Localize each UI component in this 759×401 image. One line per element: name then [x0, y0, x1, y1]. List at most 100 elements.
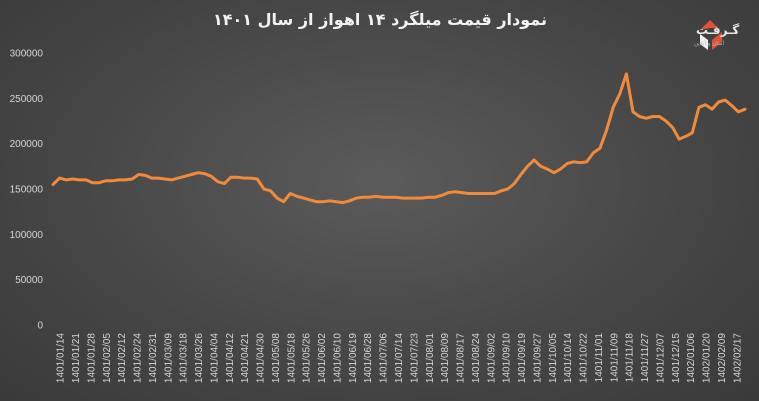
data-point: [210, 175, 212, 178]
data-point: [717, 101, 720, 103]
data-point: [157, 177, 160, 179]
data-point: [460, 191, 463, 194]
data-point: [58, 177, 61, 179]
data-point: [243, 177, 245, 179]
data-point: [177, 177, 179, 179]
data-point: [203, 172, 206, 175]
data-point: [480, 192, 483, 195]
data-point: [605, 129, 608, 131]
data-point: [665, 120, 667, 122]
series-line: [51, 72, 747, 205]
x-tick-label: 1401/05/18: [286, 333, 297, 383]
data-point: [553, 171, 555, 174]
y-axis: 0 50000 100000 150000 200000 250000 300000: [10, 49, 44, 332]
x-tick-label: 1401/08/17: [456, 333, 467, 383]
logo-mark-icon: [700, 20, 722, 50]
x-tick-label: 1401/08/24: [471, 333, 482, 383]
data-point: [559, 168, 562, 170]
data-point: [184, 175, 186, 178]
x-tick-label: 1401/06/10: [332, 333, 343, 383]
data-point: [322, 200, 325, 203]
x-tick-label: 1401/03/18: [179, 333, 190, 383]
data-point: [91, 181, 94, 184]
data-point: [474, 192, 476, 195]
data-point: [289, 192, 292, 195]
data-point: [698, 106, 700, 109]
x-tick-label: 1401/01/28: [86, 333, 97, 383]
x-tick-label: 1401/02/31: [148, 333, 159, 383]
x-tick-label: 1401/11/01: [594, 333, 605, 383]
x-tick-label: 1401/08/01: [425, 333, 436, 383]
x-tick-label: 1401/11/18: [625, 333, 636, 383]
data-point: [137, 173, 140, 176]
data-point: [592, 151, 595, 154]
x-axis: 1401/01/14 1401/01/21 1401/01/28 1401/02/05…: [56, 333, 744, 383]
data-point: [724, 99, 726, 101]
x-tick-label: 1401/04/21: [240, 333, 251, 383]
data-point: [230, 176, 232, 178]
data-point: [362, 196, 364, 198]
data-point: [342, 201, 344, 204]
x-tick-label: 1401/09/27: [532, 333, 543, 383]
data-point: [579, 161, 581, 164]
data-point: [131, 178, 133, 180]
x-tick-label: 1402/02/17: [732, 333, 743, 383]
data-point: [711, 108, 713, 110]
x-tick-label: 1401/06/19: [348, 333, 359, 383]
data-point: [124, 179, 127, 181]
data-point: [401, 197, 404, 199]
data-point: [394, 196, 397, 198]
data-point: [612, 106, 614, 109]
x-tick-label: 1401/08/09: [440, 333, 451, 383]
data-point: [441, 194, 443, 197]
data-point: [164, 178, 166, 180]
data-point: [678, 138, 680, 140]
x-tick-label: 1401/04/12: [225, 333, 236, 383]
data-point: [381, 196, 384, 198]
data-point: [104, 180, 107, 182]
y-tick-label: 250000: [10, 94, 44, 105]
data-point: [447, 191, 450, 194]
x-tick-label: 1401/09/19: [517, 333, 528, 383]
data-point: [302, 197, 305, 199]
x-tick-label: 1401/10/05: [548, 333, 559, 383]
data-point: [151, 177, 153, 179]
x-tick-label: 1401/06/28: [363, 333, 374, 383]
data-point: [118, 179, 120, 181]
data-point: [144, 174, 147, 177]
y-tick-label: 100000: [10, 230, 44, 241]
x-tick-label: 1402/01/20: [702, 333, 713, 383]
data-point: [408, 197, 410, 199]
x-tick-label: 1401/04/30: [256, 333, 267, 383]
data-point: [645, 117, 647, 120]
x-tick-label: 1401/02/05: [102, 333, 113, 383]
data-point: [263, 188, 265, 190]
data-point: [599, 147, 601, 149]
x-tick-label: 1401/02/24: [133, 333, 144, 383]
data-point: [520, 173, 522, 176]
data-point: [256, 178, 259, 180]
data-point: [282, 200, 285, 203]
data-point: [513, 182, 516, 185]
data-point: [454, 190, 456, 193]
data-point: [526, 165, 529, 168]
logo-tagline: آسان و آنلاین: [694, 40, 725, 47]
data-point: [493, 192, 496, 195]
x-tick-label: 1401/05/26: [302, 333, 313, 383]
data-point: [388, 196, 390, 198]
x-tick-label: 1401/07/23: [409, 333, 420, 383]
y-tick-label: 200000: [10, 139, 44, 150]
x-tick-label: 1401/12/15: [671, 333, 682, 383]
data-point: [72, 178, 74, 180]
data-point: [566, 162, 568, 165]
data-point: [190, 173, 193, 176]
x-tick-label: 1401/06/02: [317, 333, 328, 383]
x-tick-label: 1401/04/04: [209, 333, 220, 383]
data-point: [236, 176, 239, 178]
data-point: [619, 93, 621, 95]
data-point: [731, 104, 733, 107]
data-point: [249, 177, 252, 179]
data-point: [506, 188, 509, 190]
chart-title: نمودار قیمت میلگرد ۱۴ اهواز از سال ۱۴۰۱: [213, 10, 547, 29]
data-point: [427, 196, 430, 198]
